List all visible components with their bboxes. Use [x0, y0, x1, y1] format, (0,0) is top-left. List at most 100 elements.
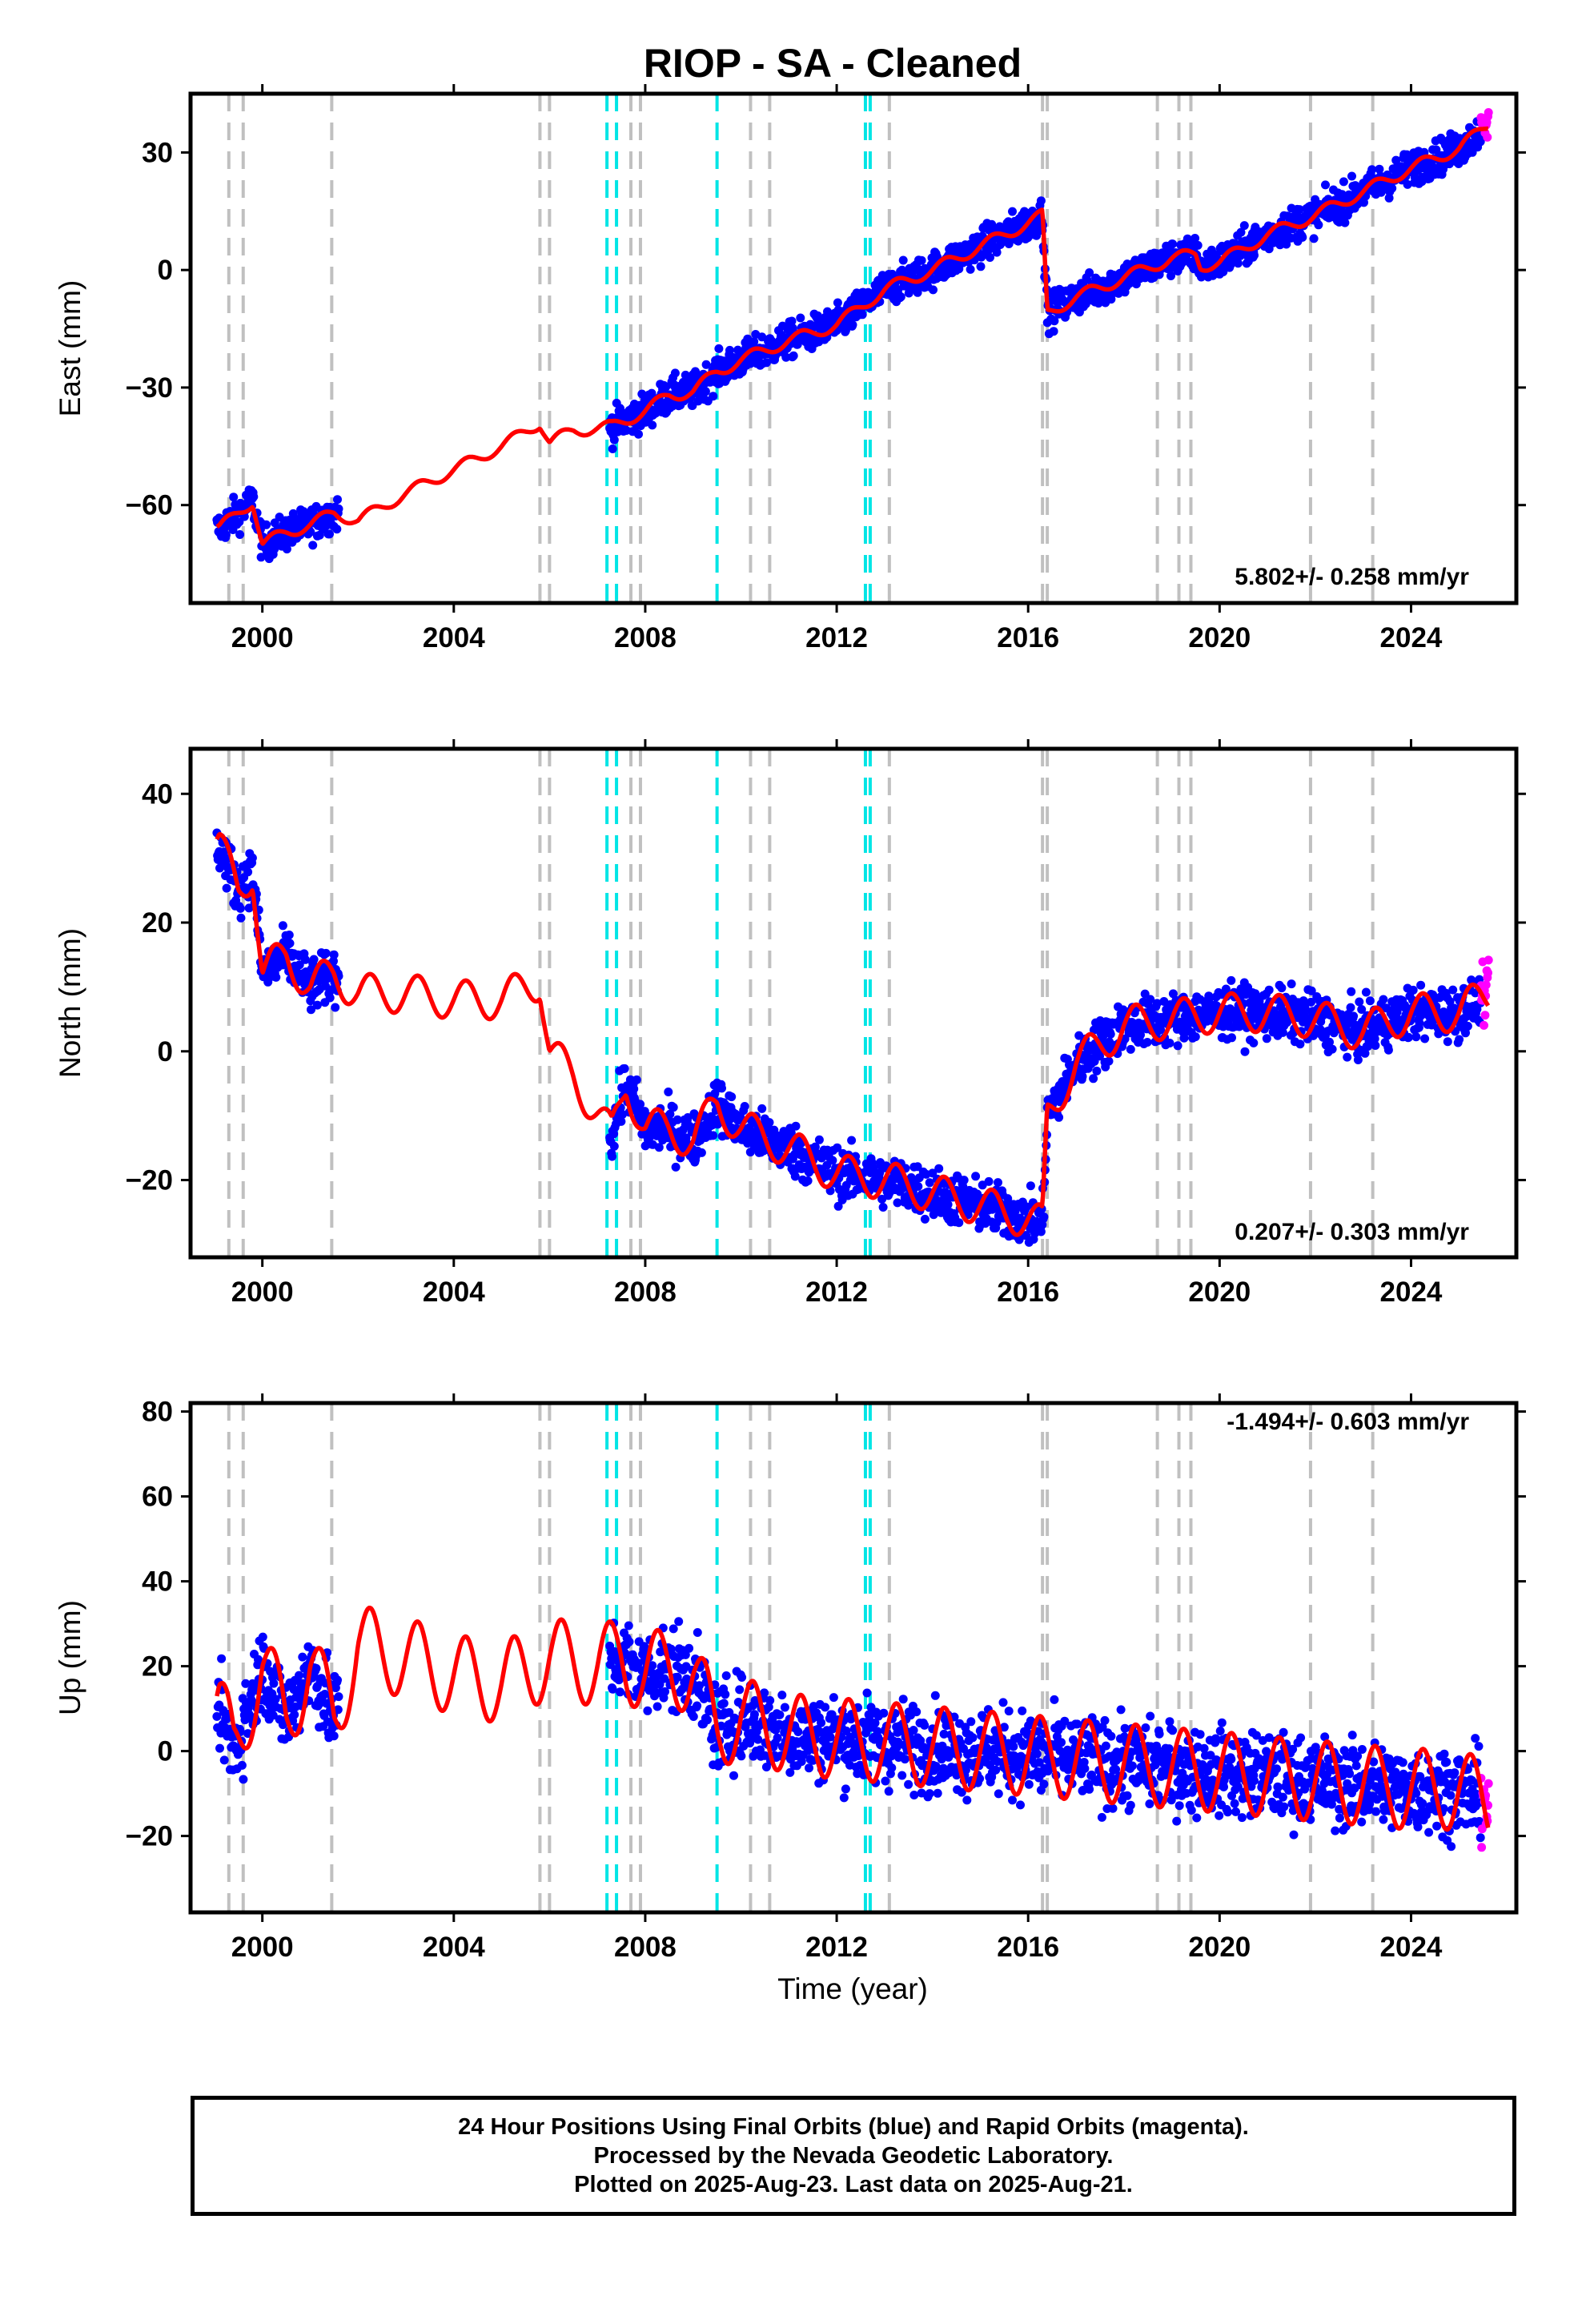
final-orbit-point — [648, 420, 657, 430]
final-orbit-point — [1022, 1202, 1031, 1212]
final-orbit-point — [1136, 1030, 1145, 1039]
final-orbit-point — [810, 1142, 820, 1152]
rapid-orbit-point — [1481, 980, 1491, 990]
x-tick-label: 2004 — [423, 622, 485, 653]
final-orbit-point — [879, 1708, 889, 1718]
final-orbit-point — [673, 1115, 682, 1124]
final-orbit-point — [1411, 1032, 1421, 1042]
y-axis: 300−30−60 — [126, 137, 1526, 521]
x-tick-label: 2012 — [805, 622, 868, 653]
panel-north: 2000 2004 2008 2012 2016 2020 202440200−20Nort… — [54, 739, 1526, 1308]
final-orbit-point — [325, 993, 335, 1003]
final-orbit-point — [1175, 1017, 1185, 1027]
final-orbit-point — [971, 1172, 981, 1181]
final-orbit-point — [839, 1793, 849, 1803]
final-orbit-point — [1262, 1034, 1271, 1043]
final-orbit-point — [1080, 1763, 1090, 1773]
final-orbit-point — [1050, 316, 1059, 326]
final-orbit-point — [1403, 179, 1412, 189]
final-orbit-point — [714, 344, 724, 353]
final-orbit-point — [1327, 1044, 1337, 1054]
final-orbit-point — [1082, 275, 1092, 284]
final-orbit-point — [1314, 220, 1323, 230]
final-orbit-point — [1126, 1044, 1135, 1054]
final-orbit-point — [1339, 177, 1348, 187]
final-orbit-point — [632, 1075, 641, 1084]
final-orbit-point — [1455, 1035, 1464, 1044]
final-orbit-point — [1375, 164, 1384, 174]
final-orbit-point — [796, 313, 805, 323]
final-orbit-point — [828, 1156, 837, 1165]
final-orbit-point — [1014, 1235, 1024, 1244]
final-orbit-point — [1085, 1784, 1094, 1794]
y-tick-label: 30 — [142, 137, 173, 168]
final-orbit-point — [1383, 1045, 1393, 1055]
final-orbit-point — [1343, 1052, 1352, 1062]
final-orbit-point — [325, 529, 334, 539]
final-orbit-point — [1008, 1795, 1017, 1805]
final-orbit-point — [1379, 995, 1388, 1004]
final-orbit-point — [1092, 1066, 1102, 1076]
final-orbit-point — [793, 1727, 803, 1736]
final-orbit-point — [740, 1102, 749, 1111]
final-orbit-point — [693, 1701, 702, 1711]
x-tick-label: 2004 — [423, 1277, 485, 1308]
final-orbit-point — [1039, 1779, 1049, 1789]
final-orbit-point — [898, 1695, 908, 1704]
final-orbit-point — [913, 1182, 923, 1191]
final-orbit-point — [884, 1787, 893, 1796]
final-orbit-point — [790, 1172, 800, 1181]
final-orbit-point — [928, 1168, 938, 1178]
final-orbit-point — [1108, 1803, 1118, 1813]
final-orbit-point — [913, 287, 922, 297]
final-orbit-point — [332, 525, 342, 534]
final-orbit-point — [1217, 1718, 1227, 1727]
y-axis-label: North (mm) — [54, 928, 86, 1078]
final-orbit-point — [609, 435, 619, 444]
final-orbit-point — [1353, 1055, 1363, 1064]
panels-group: 2000 2004 2008 2012 2016 2020 2024300−30−60Eas… — [54, 84, 1526, 1963]
final-orbit-point — [749, 337, 759, 347]
final-orbit-point — [235, 530, 245, 539]
final-orbit-point — [887, 1763, 897, 1772]
final-orbit-point — [236, 913, 246, 923]
final-orbit-point — [729, 1771, 738, 1780]
final-orbit-point — [1168, 239, 1178, 249]
final-orbit-point — [881, 1776, 890, 1786]
final-orbit-point — [1145, 1799, 1154, 1808]
final-orbit-point — [709, 1131, 718, 1140]
final-orbit-point — [1116, 1705, 1126, 1715]
final-orbit-point — [669, 1103, 678, 1112]
final-orbit-point — [222, 883, 231, 893]
final-orbit-point — [1420, 1034, 1430, 1043]
final-orbit-point — [719, 1699, 729, 1708]
x-tick-label: 2016 — [997, 622, 1059, 653]
final-orbit-point — [1172, 1816, 1182, 1826]
final-orbit-point — [968, 1733, 978, 1743]
final-orbit-point — [1191, 1032, 1200, 1042]
final-orbit-point — [1086, 1045, 1095, 1055]
final-orbit-point — [1371, 1041, 1380, 1050]
final-orbit-point — [904, 1779, 913, 1789]
final-orbit-point — [933, 1788, 942, 1798]
final-orbit-point — [285, 939, 295, 948]
final-orbit-point — [1195, 1730, 1205, 1739]
final-orbit-point — [780, 1703, 789, 1712]
final-orbit-point — [897, 1771, 907, 1780]
final-orbit-point — [984, 1176, 994, 1186]
final-orbit-point — [609, 1141, 619, 1151]
final-orbit-point — [1215, 1811, 1224, 1820]
final-orbit-point — [221, 530, 231, 540]
final-orbit-point — [1347, 171, 1356, 181]
event-lines — [227, 94, 1375, 603]
final-orbit-point — [934, 1164, 944, 1173]
final-orbit-point — [1146, 1711, 1155, 1721]
final-orbit-point — [878, 1203, 888, 1212]
final-orbit-point — [1024, 1779, 1034, 1789]
final-orbit-point — [247, 853, 257, 862]
final-orbit-point — [1463, 1021, 1472, 1031]
final-orbit-point — [1249, 1038, 1259, 1047]
final-orbit-point — [817, 1718, 826, 1727]
final-orbit-point — [229, 493, 239, 502]
